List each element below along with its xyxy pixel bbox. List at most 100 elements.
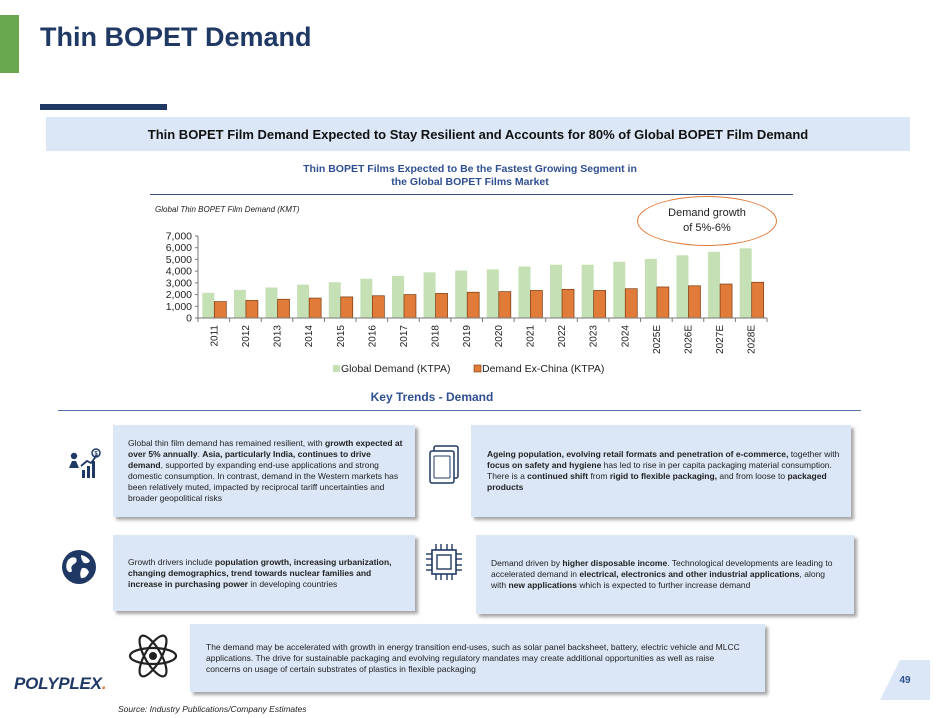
x-tick-label: 2021 [525,325,536,348]
x-tick-label: 2023 [589,325,600,348]
legend-swatch [473,364,482,373]
x-tick-label: 2016 [367,325,378,348]
y-tick-label: 0 [186,313,192,325]
trend-box-growth-drivers: Growth drivers include population growth… [113,535,415,611]
key-trends-rule [58,410,861,411]
bar-global-demand [518,266,531,318]
bar-global-demand [423,272,436,318]
bar-demand-ex-china [688,285,701,319]
growth-callout: Demand growth of 5%-6% [637,196,777,246]
headline-banner-text: Thin BOPET Film Demand Expected to Stay … [147,126,809,142]
bar-global-demand [265,287,278,318]
y-tick-label: 4,000 [166,266,192,278]
bar-global-demand [676,255,689,318]
bar-global-demand [455,270,468,318]
bar-global-demand [328,282,341,318]
y-tick-label: 2,000 [166,289,192,301]
legend-swatch [333,365,340,372]
bar-global-demand [202,292,215,318]
x-tick-label: 2020 [494,325,505,348]
x-tick-label: 2027E [715,325,726,354]
headline-banner: Thin BOPET Film Demand Expected to Stay … [46,117,910,151]
bar-demand-ex-china [719,283,733,319]
bar-global-demand [233,289,246,318]
legend-label: Global Demand (KTPA) [341,363,451,375]
x-tick-label: 2017 [399,325,410,348]
svg-text:$: $ [94,452,98,458]
trend-box-packaging-text: Ageing population, evolving retail forma… [487,449,840,492]
bar-global-demand [486,269,499,318]
bar-demand-ex-china [466,291,480,319]
y-tick-label: 6,000 [166,242,192,254]
y-tick-label: 1,000 [166,301,192,313]
bar-demand-ex-china [213,301,227,319]
x-tick-label: 2013 [273,325,284,348]
bar-demand-ex-china [624,288,638,319]
bar-demand-ex-china [403,294,417,319]
y-axis-title: Global Thin BOPET Film Demand (KMT) [155,205,300,214]
bar-demand-ex-china [340,296,354,319]
trend-box-disposable-income: Demand driven by higher disposable incom… [476,535,854,614]
x-tick-label: 2019 [462,325,473,348]
chart-title-line-2: the Global BOPET Films Market [391,176,549,188]
trend-box-energy-transition-text: The demand may be accelerated with growt… [206,641,740,674]
bar-demand-ex-china [751,281,765,319]
y-tick-label: 5,000 [166,254,192,266]
bar-demand-ex-china [656,286,670,319]
trend-box-asia-demand: Global thin film demand has remained res… [113,425,415,517]
page-number: 49 [880,660,930,700]
key-trends-title: Key Trends - Demand [370,390,494,404]
chart-title: Thin BOPET Films Expected to Be the Fast… [200,163,740,189]
bar-demand-ex-china [593,290,606,319]
source-note: Source: Industry Publications/Company Es… [118,704,307,714]
bar-global-demand [391,275,404,318]
bar-demand-ex-china [277,298,290,319]
bar-global-demand [739,248,752,318]
title-underline [40,104,167,110]
packaging-icon [429,445,459,484]
trend-box-packaging: Ageing population, evolving retail forma… [471,425,851,517]
x-tick-label: 2015 [336,325,347,348]
x-tick-label: 2024 [620,325,631,348]
x-tick-label: 2028E [747,325,758,354]
bar-global-demand [297,284,310,318]
globe-icon [62,550,96,584]
bar-demand-ex-china [372,295,385,319]
bar-demand-ex-china [530,290,543,319]
bar-demand-ex-china [498,291,512,319]
x-tick-label: 2012 [241,325,252,348]
chart-title-rule [150,194,793,195]
bar-global-demand [708,251,721,318]
y-tick-label: 3,000 [166,277,192,289]
y-tick-label: 7,000 [166,231,192,243]
x-tick-label: 2026E [683,325,694,354]
chip-icon [426,544,462,580]
x-tick-label: 2014 [304,325,315,348]
growth-chart-icon: $ [69,448,101,478]
callout-line-2: of 5%-6% [683,222,731,234]
trend-box-asia-demand-text: Global thin film demand has remained res… [128,438,403,503]
bar-demand-ex-china [561,288,575,319]
bar-demand-ex-china [435,293,448,319]
x-tick-label: 2018 [431,325,442,348]
bar-demand-ex-china [245,300,259,319]
polyplex-logo: POLYPLEX. [14,674,107,693]
bar-global-demand [613,261,626,318]
bar-global-demand [644,258,657,318]
trend-box-disposable-income-text: Demand driven by higher disposable incom… [491,558,833,590]
callout-line-1: Demand growth [668,207,746,219]
bar-global-demand [550,264,563,318]
x-tick-label: 2022 [557,325,568,348]
x-tick-label: 2025E [652,325,663,354]
chart-title-line-1: Thin BOPET Films Expected to Be the Fast… [303,163,637,175]
bar-demand-ex-china [308,297,322,319]
trend-box-growth-drivers-text: Growth drivers include population growth… [128,556,392,589]
bar-global-demand [360,278,373,318]
page-title: Thin BOPET Demand [40,22,312,52]
bar-global-demand [581,264,594,318]
trend-box-energy-transition: The demand may be accelerated with growt… [190,624,765,692]
title-accent-bar [0,15,19,73]
atom-icon [128,634,178,678]
x-tick-label: 2011 [209,325,220,347]
